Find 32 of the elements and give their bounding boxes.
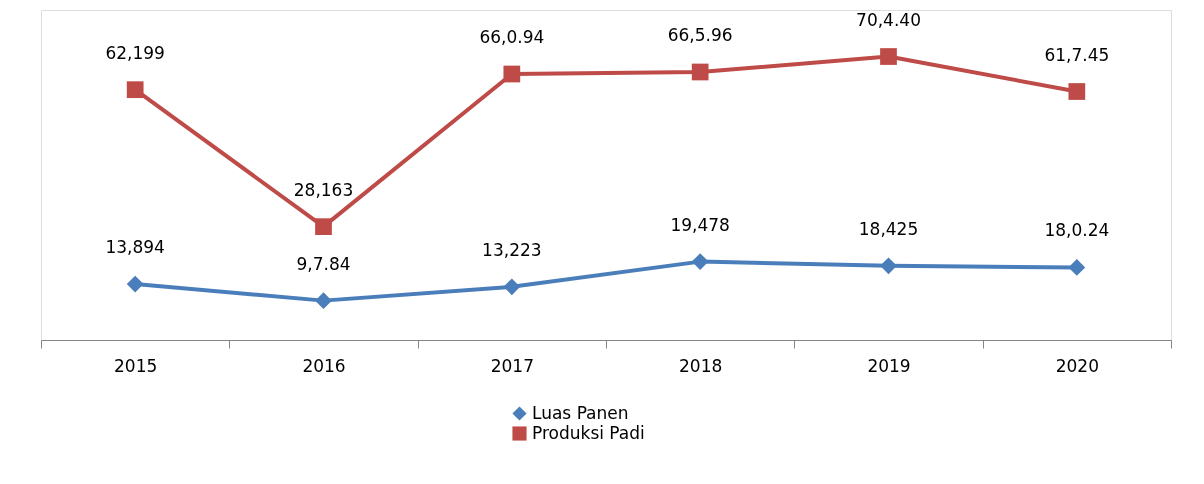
data-label: 18,425 — [858, 218, 919, 239]
point — [880, 48, 897, 65]
point — [880, 257, 897, 275]
data-label: 70,4.40 — [856, 9, 921, 30]
point — [315, 218, 332, 236]
x-tick-label: 2016 — [302, 355, 346, 376]
x-tick-label: 2020 — [1055, 355, 1099, 376]
data-label: 13,223 — [482, 239, 542, 260]
point — [691, 253, 709, 270]
data-label: 62,199 — [105, 42, 165, 63]
legend-label: Luas Panen — [532, 402, 629, 423]
data-label: 19,478 — [670, 214, 730, 235]
point — [503, 278, 521, 296]
x-tick-label: 2015 — [114, 355, 158, 376]
point — [1068, 259, 1086, 276]
data-label: 18,0.24 — [1044, 220, 1110, 241]
point — [691, 63, 709, 81]
point — [126, 275, 144, 293]
point — [315, 292, 332, 309]
data-label: 13,894 — [105, 237, 165, 258]
x-tick-label: 2017 — [490, 355, 534, 376]
point — [126, 81, 144, 99]
data-label: 66,5.96 — [667, 24, 733, 45]
data-label: 61,7.45 — [1044, 44, 1110, 65]
data-label: 66,0.94 — [479, 27, 545, 48]
legend-label: Produksi Padi — [532, 422, 645, 443]
point — [1068, 83, 1086, 100]
data-label: 28,163 — [293, 179, 354, 200]
x-tick-label: 2019 — [867, 355, 911, 376]
data-label: 9,7.84 — [296, 253, 351, 274]
point — [503, 65, 521, 83]
x-tick-label: 2018 — [679, 355, 723, 376]
